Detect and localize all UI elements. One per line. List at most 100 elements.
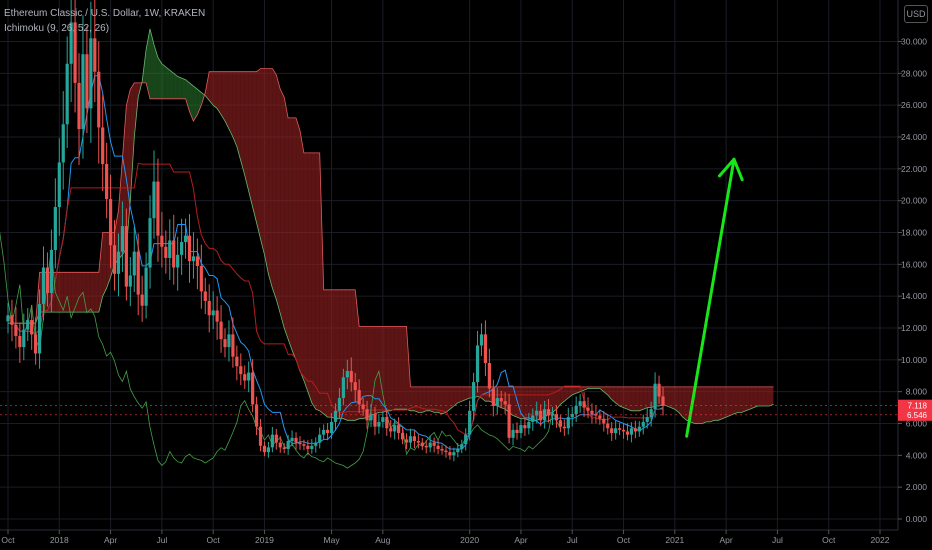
cloud-segment <box>75 272 80 313</box>
candle-body <box>322 429 326 435</box>
cloud-segment <box>607 386 612 400</box>
candle-body <box>479 334 484 346</box>
cloud-segment <box>248 71 253 208</box>
candle-body <box>432 442 436 446</box>
span-a-line <box>8 28 774 424</box>
candle-body <box>507 404 511 438</box>
arrow-head <box>718 157 736 178</box>
candle-body <box>456 448 460 453</box>
candle-body <box>460 444 464 449</box>
cloud-segment <box>465 386 470 400</box>
cloud-segment <box>232 71 237 147</box>
candle-body <box>85 54 89 109</box>
cloud-segment <box>572 386 577 395</box>
candle-body <box>37 304 42 354</box>
indicator-title: Ichimoku (9, 26, 52, 26) <box>4 23 110 34</box>
cloud-segment <box>288 117 293 351</box>
cloud-segment <box>445 386 450 413</box>
cloud-segment <box>217 71 222 115</box>
candle-body <box>483 334 488 364</box>
cloud-segment <box>639 386 644 411</box>
cloud-segment <box>726 386 731 418</box>
cloud-segment <box>307 152 312 403</box>
candle-body <box>562 426 566 429</box>
time-axis: Oct 2018 Apr Jul Oct 2019 May Aug 2020 Apr Jul Oct 2… <box>1 530 890 545</box>
cloud-segment <box>59 272 64 313</box>
y-tick-label: 8.000 <box>906 387 928 397</box>
cloud-segment <box>130 82 135 201</box>
candle-body <box>412 436 417 442</box>
candle-body <box>511 429 515 438</box>
candle-body <box>93 38 97 72</box>
candle-body <box>586 407 590 411</box>
candle-body <box>373 413 377 427</box>
x-tick-label: Oct <box>207 535 221 545</box>
candle-body <box>444 450 448 453</box>
currency-button[interactable]: USD <box>904 5 928 23</box>
cloud-segment <box>150 28 154 99</box>
ichimoku-cloud <box>8 28 774 424</box>
y-tick-label: 2.000 <box>906 482 928 492</box>
candle-body <box>73 22 77 83</box>
candle-body <box>183 235 188 243</box>
cloud-segment <box>556 386 561 410</box>
candle-body <box>168 240 172 258</box>
cloud-segment <box>394 326 399 410</box>
candle-body <box>448 452 452 456</box>
candle-body <box>653 383 657 410</box>
candle-body <box>558 420 562 427</box>
candle-body <box>621 429 626 432</box>
candle-body <box>428 442 432 448</box>
candle-body <box>45 267 50 293</box>
cloud-segment <box>94 272 99 313</box>
candle-body <box>172 240 176 268</box>
candle-body <box>282 447 286 449</box>
cloud-segment <box>268 68 273 289</box>
candle-body <box>164 246 168 258</box>
candle-body <box>645 417 649 422</box>
cloud-segment <box>327 289 332 418</box>
cloud-segment <box>461 386 466 402</box>
candle-body <box>278 442 282 448</box>
cloud-segment <box>442 386 446 414</box>
candle-body <box>610 428 614 434</box>
candle-body <box>120 226 125 252</box>
candle-body <box>590 410 594 414</box>
y-tick-label: 18.000 <box>901 228 927 238</box>
candle-body <box>258 426 263 446</box>
y-tick-label: 16.000 <box>901 259 927 269</box>
candle-body <box>649 409 653 418</box>
candle-body <box>30 320 34 335</box>
candle-body <box>116 251 121 274</box>
candle-body <box>22 329 26 348</box>
cloud-segment <box>82 272 87 313</box>
candle-body <box>270 434 274 448</box>
candle-body <box>657 383 661 397</box>
price-badge-bg <box>898 399 932 412</box>
candle-body <box>381 417 385 422</box>
cloud-segment <box>153 44 158 99</box>
candle-body <box>535 410 539 416</box>
cloud-segment <box>90 272 95 313</box>
x-tick-label: Jul <box>567 535 578 545</box>
cloud-segment <box>438 386 443 414</box>
cloud-segment <box>347 289 352 421</box>
candle-body <box>353 382 357 391</box>
candle-body <box>491 388 495 406</box>
candle-body <box>337 398 342 411</box>
cloud-segment <box>169 70 174 99</box>
candle-body <box>207 300 211 316</box>
candle-body <box>298 442 302 445</box>
candle-body <box>614 428 618 434</box>
arrow-head <box>732 157 744 182</box>
cloud-segment <box>737 386 742 413</box>
cloud-segment <box>319 152 324 414</box>
cloud-segment <box>244 71 249 192</box>
cloud-segment <box>706 386 711 422</box>
cloud-segment <box>272 68 277 300</box>
y-tick-label: 6.000 <box>906 419 928 429</box>
cloud-segment <box>761 386 766 406</box>
cloud-segment <box>236 71 241 161</box>
cloud-segment <box>386 326 391 411</box>
